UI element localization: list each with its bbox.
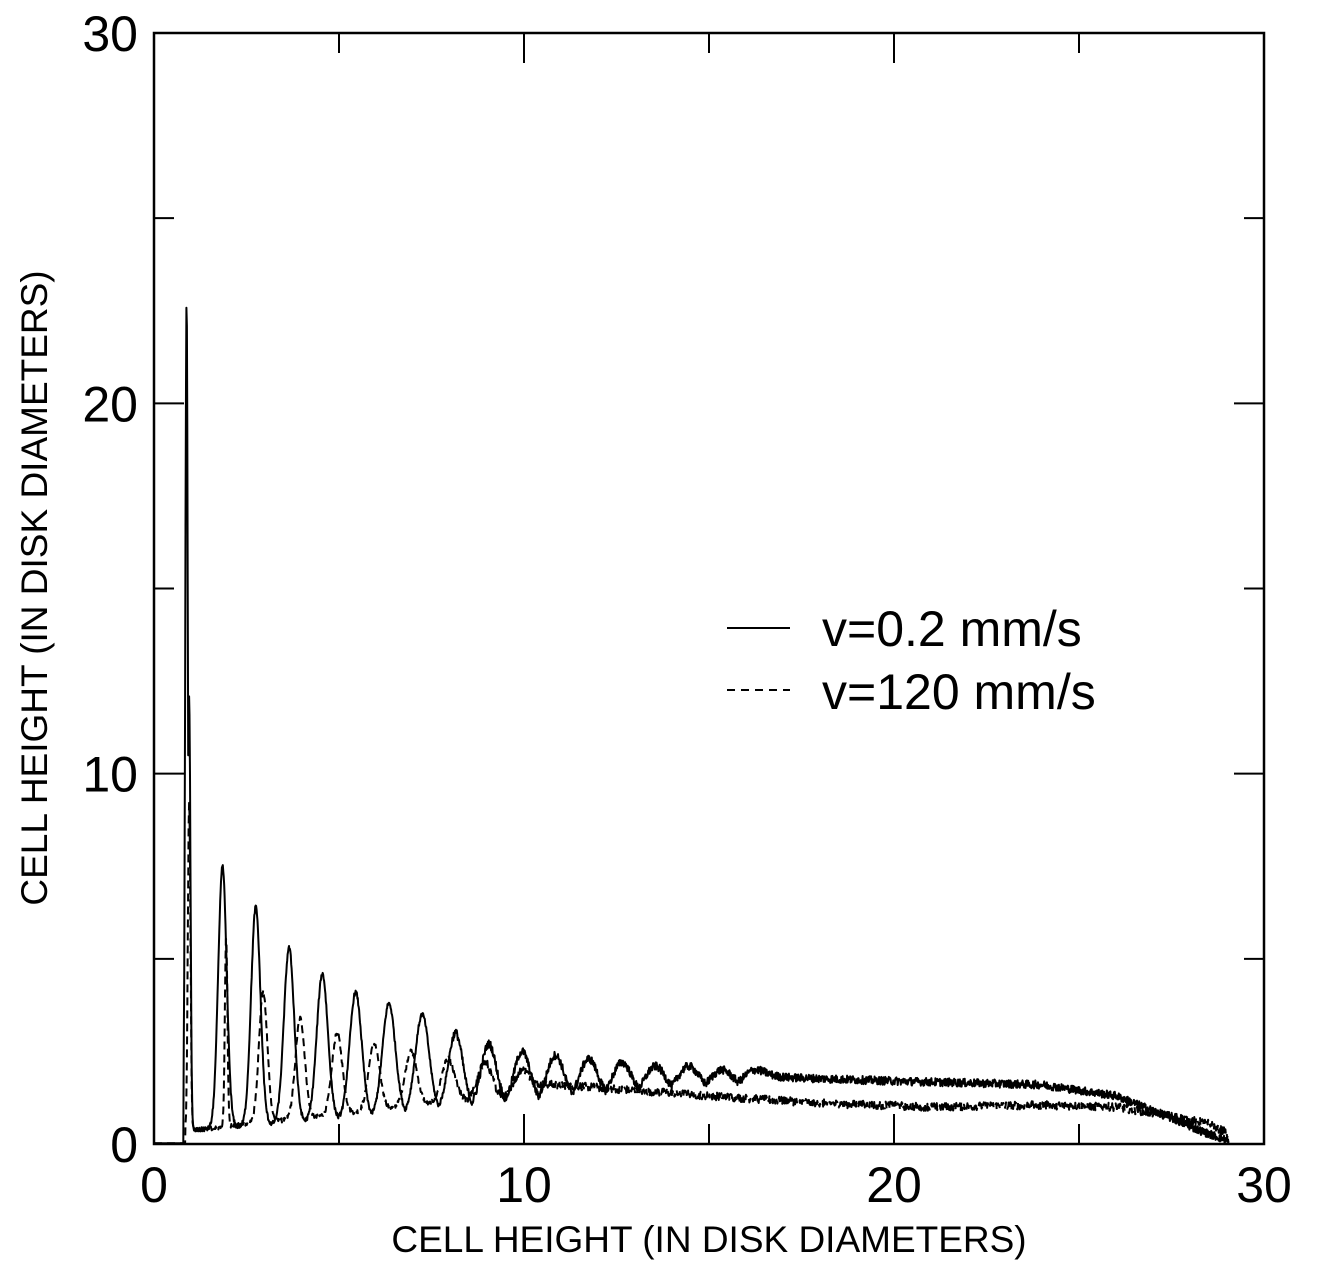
x-tick-label: 20 bbox=[866, 1157, 922, 1213]
y-tick-label: 30 bbox=[82, 6, 138, 62]
y-axis-label: CELL HEIGHT (IN DISK DIAMETERS) bbox=[14, 270, 55, 905]
x-tick-label: 0 bbox=[140, 1157, 168, 1213]
x-tick-label: 10 bbox=[496, 1157, 552, 1213]
series-line-2 bbox=[153, 801, 1230, 1145]
y-tick-label: 10 bbox=[82, 747, 138, 803]
legend: v=0.2 mm/s v=120 mm/s bbox=[727, 601, 1096, 720]
y-tick-label: 20 bbox=[82, 376, 138, 432]
legend-label-series-2: v=120 mm/s bbox=[822, 664, 1096, 720]
x-axis-label: CELL HEIGHT (IN DISK DIAMETERS) bbox=[391, 1219, 1026, 1260]
x-tick-label: 30 bbox=[1236, 1157, 1292, 1213]
axis-ticks bbox=[153, 32, 1265, 1145]
series-line-1 bbox=[153, 306, 1230, 1145]
tick-labels: 0 10 20 30 0 10 20 30 bbox=[82, 6, 1291, 1213]
y-tick-label: 0 bbox=[110, 1117, 138, 1173]
legend-label-series-1: v=0.2 mm/s bbox=[822, 601, 1082, 657]
series-layer bbox=[153, 306, 1230, 1145]
